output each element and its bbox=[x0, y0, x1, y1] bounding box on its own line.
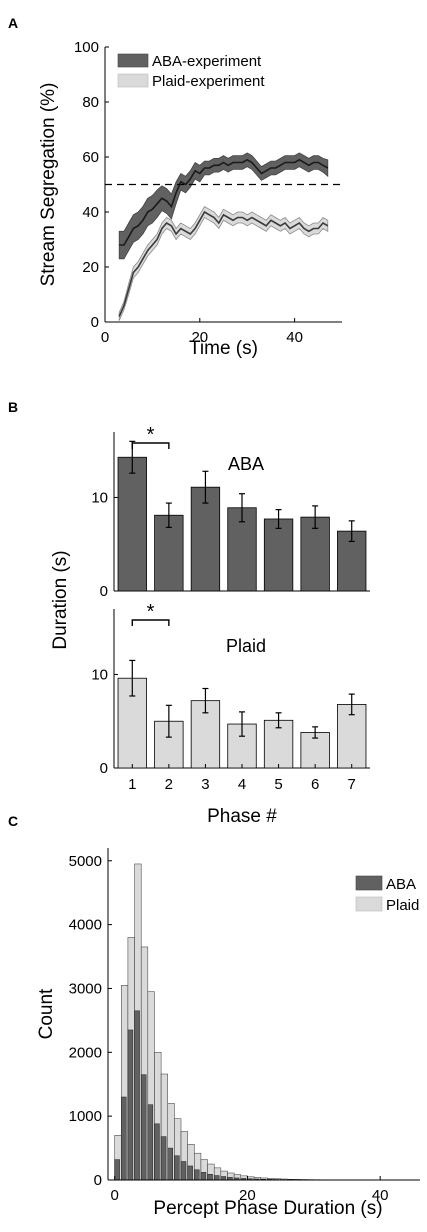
y-tick-label: 3000 bbox=[69, 980, 102, 997]
y-tick-label: 40 bbox=[82, 204, 99, 221]
histogram-bar-aba bbox=[213, 1175, 220, 1181]
legend-label: Plaid bbox=[386, 897, 419, 914]
significance-bracket bbox=[131, 619, 170, 626]
x-tick-label: 1 bbox=[128, 776, 136, 793]
x-tick-label: 2 bbox=[165, 776, 173, 793]
y-tick-label: 5000 bbox=[69, 853, 102, 870]
histogram-bar-aba bbox=[121, 1096, 127, 1181]
y-tick-label: 100 bbox=[74, 39, 99, 56]
x-tick-label: 6 bbox=[311, 776, 319, 793]
legend-label: ABA-experiment bbox=[152, 53, 262, 70]
y-tick-label: 4000 bbox=[69, 917, 102, 934]
panel-b-plaid: 0 10 1 2 3 4 5 6 7 * Plaid Phase # bbox=[91, 601, 370, 827]
y-tick-label: 0 bbox=[100, 583, 108, 600]
series-line-plaid bbox=[118, 210, 329, 317]
x-tick-label: 20 bbox=[191, 329, 208, 346]
panel-b-aba: 0 10 * ABA Duration (s) bbox=[50, 424, 370, 650]
bar-phase-1 bbox=[117, 456, 147, 592]
histogram-bar-aba bbox=[187, 1165, 193, 1181]
x-tick-label: 3 bbox=[201, 776, 209, 793]
histogram-bar-aba bbox=[200, 1172, 207, 1181]
bar-phase-3 bbox=[190, 486, 221, 592]
y-tick-label: 10 bbox=[91, 666, 108, 683]
y-tick-label: 0 bbox=[100, 760, 108, 777]
y-tick-label: 60 bbox=[82, 149, 99, 166]
histogram-bar-aba bbox=[114, 1159, 120, 1181]
x-tick-label: 0 bbox=[110, 1187, 118, 1204]
x-tick-label: 4 bbox=[238, 776, 246, 793]
x-tick-label: 40 bbox=[372, 1187, 389, 1204]
x-axis-label: Phase # bbox=[207, 806, 277, 827]
histogram-bar-aba bbox=[134, 1010, 140, 1181]
y-tick-label: 2000 bbox=[69, 1044, 102, 1061]
histogram-bar-aba bbox=[174, 1155, 180, 1181]
histogram-bar-aba bbox=[160, 1136, 167, 1181]
histogram-bar-aba bbox=[180, 1161, 187, 1181]
histogram-bar-aba bbox=[127, 1029, 134, 1181]
panel-label-a: A bbox=[8, 15, 18, 31]
legend-label: ABA bbox=[386, 876, 416, 893]
histogram-bar-aba bbox=[220, 1176, 227, 1181]
series-line-aba bbox=[119, 158, 329, 246]
bar-phase-6 bbox=[300, 516, 330, 592]
legend-swatch bbox=[117, 73, 149, 88]
histogram-bar-aba bbox=[154, 1123, 160, 1181]
legend-label: Plaid-experiment bbox=[152, 73, 265, 90]
legend-swatch bbox=[355, 875, 383, 891]
x-tick-label: 0 bbox=[101, 329, 109, 346]
y-axis-label: Stream Segregation (%) bbox=[38, 83, 59, 287]
panel-label-c: C bbox=[8, 813, 18, 829]
x-tick-label: 20 bbox=[239, 1187, 256, 1204]
significance-star: * bbox=[147, 601, 155, 623]
x-axis-label: Percept Phase Duration (s) bbox=[153, 1198, 382, 1219]
x-tick-label: 40 bbox=[286, 329, 303, 346]
y-tick-label: 1000 bbox=[69, 1108, 102, 1125]
legend-swatch bbox=[117, 53, 149, 68]
histogram-bar-aba bbox=[194, 1169, 200, 1181]
panel-a: 0 20 40 60 80 100 0 20 40 Time (s) Stream Segregat… bbox=[38, 39, 342, 359]
x-tick-label: 5 bbox=[274, 776, 282, 793]
y-tick-label: 10 bbox=[91, 489, 108, 506]
error-band-plaid bbox=[118, 205, 329, 321]
y-tick-label: 0 bbox=[94, 1172, 102, 1189]
panel-title: Plaid bbox=[226, 636, 266, 656]
significance-bracket bbox=[131, 442, 170, 449]
y-axis-label: Duration (s) bbox=[50, 550, 71, 649]
x-tick-label: 7 bbox=[348, 776, 356, 793]
legend-swatch bbox=[355, 896, 383, 912]
y-tick-label: 0 bbox=[91, 314, 99, 331]
y-tick-label: 80 bbox=[82, 94, 99, 111]
y-tick-label: 20 bbox=[82, 259, 99, 276]
significance-star: * bbox=[147, 424, 155, 446]
bar-phase-5 bbox=[263, 518, 294, 592]
x-axis-label: Time (s) bbox=[189, 338, 258, 359]
histogram-bar-aba bbox=[207, 1174, 213, 1181]
histogram-bar-aba bbox=[147, 1104, 154, 1181]
y-axis-label: Count bbox=[36, 988, 57, 1039]
histogram-bar-aba bbox=[167, 1147, 173, 1181]
panel-label-b: B bbox=[8, 399, 18, 415]
histogram-bar-aba bbox=[140, 1074, 147, 1181]
panel-title: ABA bbox=[228, 454, 264, 474]
